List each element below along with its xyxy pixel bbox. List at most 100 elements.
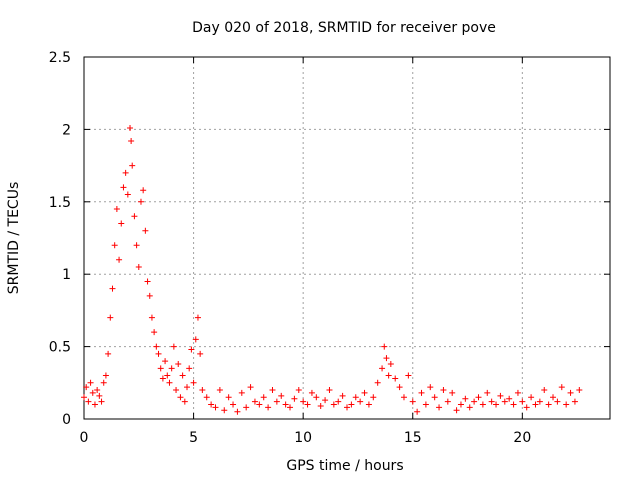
data-point — [269, 387, 276, 394]
data-point — [221, 407, 228, 414]
data-point — [392, 375, 399, 382]
data-point — [190, 379, 197, 386]
data-point — [422, 401, 429, 408]
data-point — [81, 394, 87, 401]
data-point — [181, 398, 188, 405]
chart-title: Day 020 of 2018, SRMTID for receiver pov… — [192, 20, 496, 36]
data-point — [344, 404, 350, 411]
data-point — [164, 372, 171, 379]
x-tick-label: 0 — [80, 430, 89, 446]
data-point — [313, 394, 320, 401]
data-point — [230, 401, 237, 408]
data-point — [352, 394, 359, 401]
data-point — [462, 395, 469, 402]
data-point — [440, 387, 447, 394]
data-point — [168, 365, 175, 372]
data-point — [444, 398, 451, 405]
data-point — [96, 392, 103, 399]
data-point — [197, 350, 204, 357]
data-point — [317, 402, 324, 409]
data-point — [488, 398, 495, 405]
data-point — [405, 372, 412, 379]
data-point — [541, 387, 548, 394]
data-point — [563, 401, 570, 408]
data-point — [251, 398, 258, 405]
data-point — [414, 408, 421, 415]
data-point — [157, 365, 164, 372]
data-point — [361, 389, 368, 396]
data-point — [536, 398, 543, 405]
y-tick-label: 2.5 — [49, 50, 71, 66]
data-point — [129, 162, 136, 169]
data-point — [357, 398, 364, 405]
data-point — [142, 227, 149, 234]
data-point — [118, 220, 125, 227]
data-point — [137, 198, 144, 205]
data-point — [91, 401, 98, 408]
data-point — [379, 365, 386, 372]
data-point — [89, 389, 96, 396]
data-point — [111, 242, 118, 249]
y-axis-label: SRMTID / TECUs — [6, 182, 22, 295]
data-point — [335, 398, 342, 405]
data-point — [124, 191, 131, 198]
data-point — [554, 398, 561, 405]
data-point — [225, 394, 232, 401]
y-tick-label: 0 — [62, 412, 71, 428]
data-point — [105, 350, 112, 357]
data-point — [326, 387, 333, 394]
data-point — [471, 398, 478, 405]
x-tick-label: 20 — [513, 430, 531, 446]
data-point — [186, 365, 193, 372]
data-point — [192, 336, 199, 343]
data-points — [81, 124, 583, 415]
y-tick-label: 2 — [62, 122, 71, 138]
plot-frame — [83, 56, 611, 420]
data-point — [175, 360, 182, 367]
data-point — [528, 394, 535, 401]
data-point — [87, 379, 94, 386]
data-point — [453, 407, 460, 414]
data-point — [133, 242, 140, 249]
data-point — [173, 387, 180, 394]
data-point — [322, 397, 329, 404]
data-point — [256, 401, 263, 408]
data-point — [128, 137, 135, 144]
data-point — [479, 401, 486, 408]
data-point — [100, 379, 107, 386]
data-point — [510, 401, 517, 408]
data-point — [146, 292, 153, 299]
data-point — [94, 387, 101, 394]
data-point — [291, 395, 298, 402]
data-point — [396, 384, 403, 391]
data-point — [295, 387, 302, 394]
data-point — [558, 384, 565, 391]
data-point — [519, 398, 526, 405]
data-point — [216, 387, 223, 394]
data-point — [506, 395, 513, 402]
data-point — [203, 394, 210, 401]
data-point — [567, 389, 574, 396]
data-point — [282, 401, 289, 408]
data-point — [238, 389, 245, 396]
data-point — [109, 285, 116, 292]
data-point — [194, 314, 201, 321]
x-tick-label: 15 — [404, 430, 422, 446]
data-point — [304, 401, 311, 408]
data-point — [98, 398, 105, 405]
data-point — [431, 394, 438, 401]
data-point — [131, 213, 138, 220]
data-point — [113, 206, 120, 213]
data-point — [162, 358, 169, 365]
data-point — [287, 404, 294, 411]
data-point — [550, 394, 557, 401]
data-point — [466, 404, 473, 411]
data-point — [418, 389, 425, 396]
data-point — [523, 404, 530, 411]
data-point — [308, 389, 315, 396]
data-point — [278, 392, 285, 399]
data-point — [135, 263, 142, 270]
data-point — [383, 355, 390, 362]
data-point — [102, 372, 109, 379]
data-point — [339, 392, 346, 399]
